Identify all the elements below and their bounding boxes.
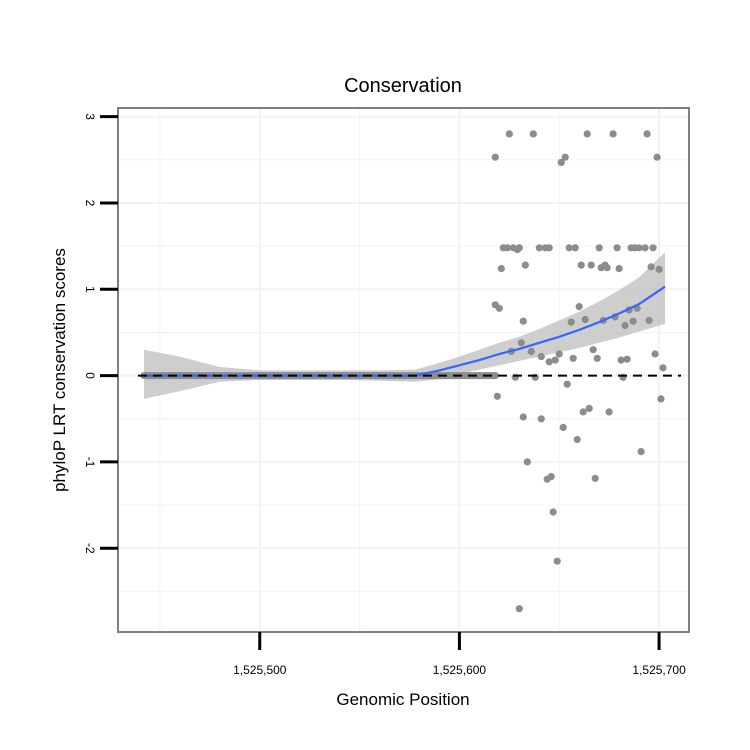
grid-lines (119, 109, 688, 631)
data-point (613, 244, 621, 252)
data-point (653, 153, 661, 161)
data-point (503, 244, 511, 252)
x-tick-label: 1,525,500 (233, 663, 287, 677)
data-point (609, 130, 617, 138)
data-point (635, 244, 643, 252)
data-point (575, 303, 583, 311)
data-point (585, 404, 593, 412)
data-point (549, 508, 557, 516)
data-point (645, 316, 653, 324)
data-point (545, 244, 553, 252)
data-point (657, 395, 665, 403)
data-points-layer (491, 130, 667, 613)
data-point (519, 413, 527, 421)
data-point (569, 354, 577, 362)
data-point (527, 347, 535, 355)
data-point (491, 153, 499, 161)
data-point (495, 304, 503, 312)
data-point (497, 265, 505, 273)
data-point (555, 350, 563, 358)
data-point (589, 346, 597, 354)
data-point (561, 153, 569, 161)
data-point (537, 353, 545, 361)
data-point (641, 244, 649, 252)
data-point (595, 244, 603, 252)
confidence-band (144, 252, 665, 399)
data-point (515, 605, 523, 613)
data-point (557, 158, 565, 166)
data-point (565, 244, 573, 252)
data-point (603, 264, 611, 272)
data-point (515, 244, 523, 252)
y-tick-label: 2 (83, 200, 97, 207)
data-point (617, 356, 625, 364)
y-axis: -2 -1 0 1 2 3 (83, 113, 118, 554)
data-point (573, 435, 581, 444)
data-point (537, 415, 545, 423)
data-point (567, 318, 575, 326)
data-point (643, 130, 651, 138)
data-point (493, 392, 501, 400)
data-point (623, 355, 631, 363)
data-point (551, 356, 559, 364)
data-point (545, 358, 553, 366)
chart-title: Conservation (344, 75, 462, 97)
data-point (647, 263, 655, 271)
data-point (535, 244, 543, 252)
x-axis-title: Genomic Position (336, 690, 469, 709)
data-point (563, 380, 571, 388)
data-point (505, 130, 513, 138)
data-point (553, 557, 561, 565)
data-point (637, 448, 645, 456)
y-tick-label: 0 (83, 372, 97, 379)
data-point (517, 339, 525, 347)
data-point (583, 130, 591, 138)
data-point (547, 473, 555, 481)
data-point (521, 261, 529, 269)
data-point (559, 423, 567, 431)
data-point (651, 350, 659, 358)
data-point (615, 265, 623, 273)
data-point (591, 474, 599, 482)
data-point (605, 408, 613, 416)
data-point (523, 458, 531, 466)
data-point (579, 408, 587, 416)
y-tick-label: 3 (83, 113, 97, 120)
data-point (655, 265, 663, 273)
y-tick-label: 1 (83, 286, 97, 293)
data-point (581, 315, 589, 324)
y-tick-label: -1 (83, 457, 97, 468)
data-point (659, 364, 667, 372)
data-point (649, 244, 657, 252)
data-point (629, 317, 637, 325)
x-axis: 1,525,500 1,525,600 1,525,700 (233, 632, 686, 677)
x-tick-label: 1,525,700 (632, 663, 686, 677)
y-axis-title: phyloP LRT conservation scores (50, 248, 69, 492)
x-tick-label: 1,525,600 (433, 663, 487, 677)
data-point (519, 317, 527, 325)
data-point (593, 354, 601, 362)
data-point (529, 130, 537, 138)
data-point (571, 244, 579, 252)
data-point (577, 261, 585, 269)
data-point (621, 321, 629, 330)
confidence-band-layer (144, 252, 665, 399)
y-tick-label: -2 (83, 543, 97, 554)
panel-border (117, 107, 690, 633)
data-point (587, 261, 595, 269)
